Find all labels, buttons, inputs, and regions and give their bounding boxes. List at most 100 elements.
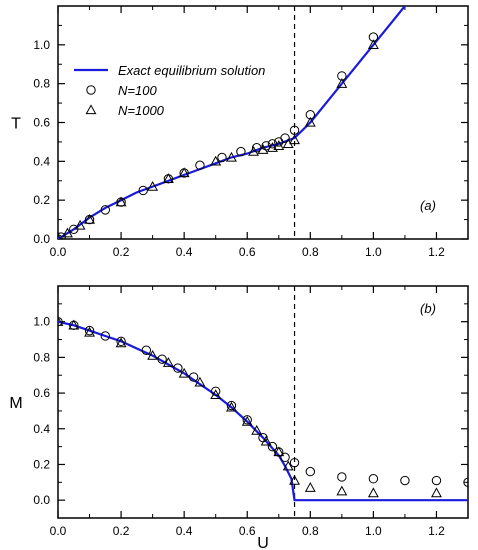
data-point-triangle [367,39,379,50]
data-point-circle [305,466,316,477]
data-point-circle [100,205,111,215]
legend: Exact equilibrium solution N=100 N=1000 [74,63,265,118]
data-point-triangle [74,219,86,230]
data-point-circle [226,400,237,411]
y-tick-label: 1.0 [33,38,50,52]
data-point-triangle [273,140,285,150]
data-point-circle [280,133,290,143]
y-tick-label: 0.8 [33,77,50,91]
data-point-triangle [58,316,64,326]
data-point-circle [305,110,316,120]
panel-b: 0.0 0.2 0.4 0.6 0.8 1.0 1.2 0.0 0.2 0.4 0.6 0.8 1.0 M… [9,285,469,550]
y-tick-label: 0.0 [33,232,50,246]
y-tick-label: 0.4 [33,422,50,436]
data-point-circle [236,146,246,157]
x-tick-label: 0.4 [176,524,193,538]
y-tick-label: 1.0 [33,315,50,329]
data-point-triangle [162,173,174,183]
legend-label: Exact equilibrium solution [118,63,265,78]
data-point-triangle [267,142,278,152]
data-point-circle [217,152,227,163]
data-point-triangle [147,349,159,360]
legend-label: N=100 [118,83,157,98]
data-point-triangle [115,196,127,207]
data-point-triangle [282,460,294,471]
x-tick-label: 1.2 [428,524,445,538]
panel-tag: (b) [420,301,436,316]
plot-frame [57,285,469,519]
data-point-circle [368,32,379,42]
y-tick-label: 0.8 [33,350,50,364]
legend-label: N=1000 [118,103,165,118]
data-point-triangle [115,337,127,348]
x-tick-label: 0.6 [239,245,256,259]
y-tick-label: 0.2 [33,457,50,471]
data-point-circle [195,160,205,170]
x-tick-label: 0.2 [113,245,130,259]
data-point-circle [431,475,442,486]
data-point-triangle [257,144,269,154]
data-point-circle [116,336,126,347]
data-point-triangle [304,482,316,492]
data-point-triangle [431,487,442,498]
data-point-circle [157,354,167,364]
data-point-circle [141,345,152,355]
x-axis-title: U [257,535,269,550]
data-point-triangle [336,78,348,88]
plot-frame [57,5,469,240]
x-tick-label: 0.4 [176,245,193,259]
data-point-triangle [289,134,300,145]
data-point-triangle [147,180,159,191]
data-layer [58,6,407,239]
data-point-circle [280,452,290,463]
data-point-triangle [241,416,253,426]
x-tick-label: 0.0 [50,245,67,259]
data-point-triangle [194,376,206,387]
data-point-circle [58,316,63,327]
data-point-triangle [251,424,263,435]
y-tick-label: 0.0 [33,493,50,507]
data-point-triangle [68,319,80,330]
data-point-circle [188,372,199,382]
data-point-triangle [273,446,285,457]
data-point-triangle [210,155,222,166]
data-point-triangle [84,326,95,337]
data-point-circle [463,477,468,488]
series-line [58,320,468,502]
data-point-triangle [62,227,73,238]
data-point-triangle [248,145,259,156]
data-point-triangle [226,401,237,412]
y-tick-label: 0.4 [33,154,50,168]
data-point-triangle [304,116,316,127]
y-axis-title: T [11,116,21,133]
y-tick-label: 0.6 [33,116,50,130]
data-point-triangle [336,485,348,496]
data-point-circle [84,325,95,336]
data-point-circle [173,363,183,373]
data-point-triangle [178,167,190,178]
data-point-triangle [178,367,190,378]
data-point-circle [337,71,347,81]
data-point-triangle [58,233,62,239]
data-point-triangle [84,213,95,224]
data-point-circle [267,139,278,149]
x-tick-label: 0.8 [302,524,319,538]
data-point-triangle [162,357,174,367]
panel-a: 0.0 0.2 0.4 0.6 0.8 1.0 1.2 0.0 0.2 0.4 0.6 0.8 1.0 T… [11,5,469,259]
y-tick-label: 0.2 [33,193,50,207]
y-axis-title: M [9,395,22,412]
data-point-circle [267,441,278,452]
x-tick-label: 0.8 [302,245,319,259]
x-tick-label: 1.0 [365,245,382,259]
data-point-circle [289,457,300,468]
data-point-triangle [260,435,272,446]
data-point-circle [210,386,221,396]
x-tick-label: 1.0 [365,524,382,538]
y-tick-label: 0.6 [33,386,50,400]
x-tick-label: 1.2 [428,245,445,259]
data-point-circle [337,472,347,482]
data-layer [58,316,468,502]
series-line [58,6,407,239]
data-point-triangle [289,474,300,485]
